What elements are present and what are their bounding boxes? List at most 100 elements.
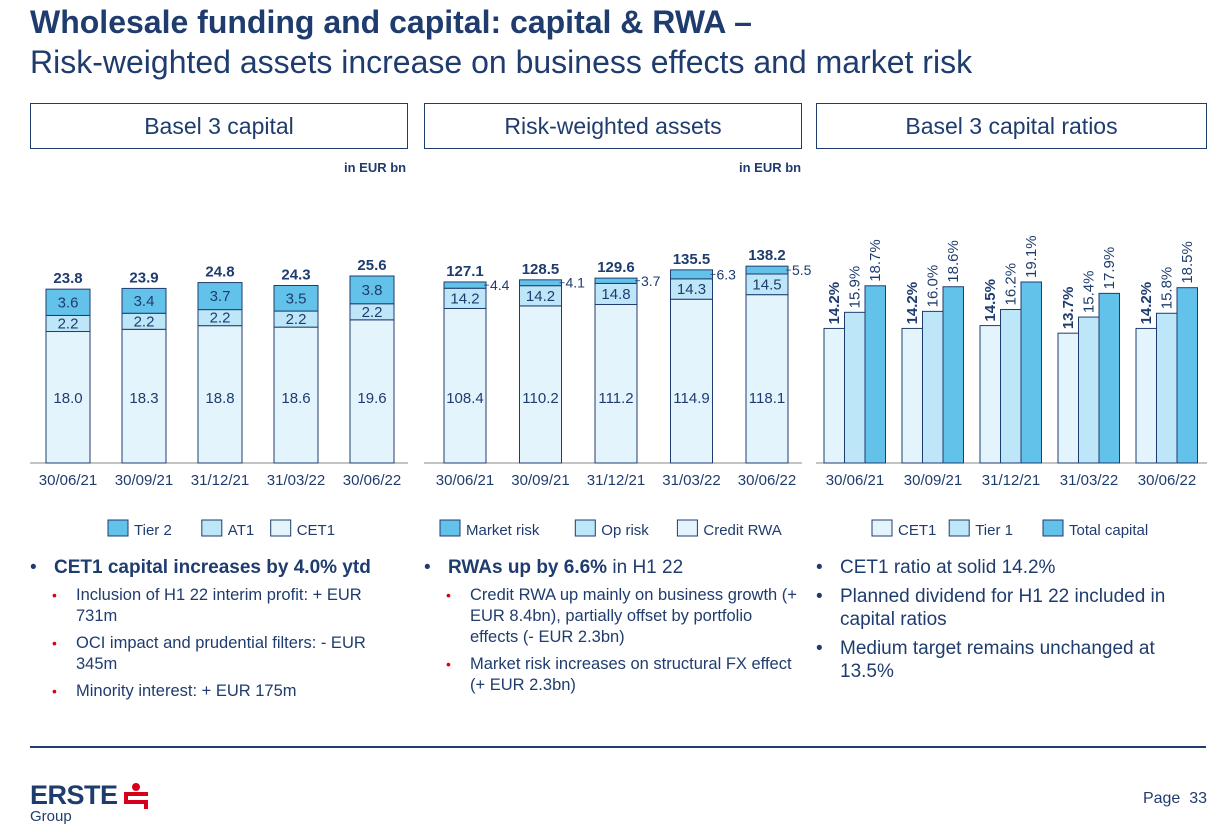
x-tick-label: 30/09/21 — [511, 472, 569, 489]
data-label: 111.2 — [598, 390, 633, 407]
bullet-sub: Inclusion of H1 22 interim profit: + EUR… — [52, 585, 400, 627]
data-label: 110.2 — [522, 390, 558, 407]
bar-total-capital — [1020, 281, 1042, 464]
bar-market-risk — [745, 265, 789, 275]
page-title: Wholesale funding and capital: capital &… — [30, 4, 752, 40]
data-label: 16.0% — [925, 265, 942, 308]
legend-swatch — [1042, 519, 1064, 537]
data-label: 14.2 — [450, 290, 479, 307]
footer-divider — [30, 746, 1206, 748]
logo-group-label: Group — [30, 808, 72, 825]
x-tick-label: 31/12/21 — [982, 472, 1040, 489]
total-label: 138.2 — [748, 247, 786, 264]
bar-credit-rwa — [519, 305, 562, 464]
bar-tier-2 — [349, 275, 395, 305]
data-label: 18.5% — [1179, 241, 1196, 284]
data-label: 14.3 — [677, 281, 706, 298]
bullets-capital: CET1 capital increases by 4.0% ytd Inclu… — [30, 556, 400, 708]
data-label: 2.2 — [210, 310, 231, 327]
bar-total-capital — [1098, 292, 1120, 464]
data-label: 2.2 — [58, 315, 79, 332]
bar-market-risk — [519, 279, 562, 287]
legend-swatch — [270, 519, 292, 537]
data-label: 4.1 — [566, 275, 586, 291]
total-label: 135.5 — [673, 251, 711, 268]
bar-tier-2 — [45, 288, 91, 316]
bar-credit-rwa — [443, 307, 487, 464]
bar-tier-1 — [1078, 316, 1100, 464]
bar-total-capital — [942, 286, 964, 464]
bar-tier-2 — [197, 282, 243, 311]
x-tick-label: 31/03/22 — [662, 472, 720, 489]
bullet-main: Planned dividend for H1 22 included in c… — [816, 585, 1196, 631]
bar-credit-rwa — [594, 303, 638, 464]
bar-tier-1 — [1000, 308, 1022, 464]
bar-cet1 — [1135, 327, 1157, 464]
total-label: 25.6 — [357, 257, 386, 274]
data-label: 19.1% — [1023, 235, 1040, 278]
data-label: 14.2% — [904, 282, 921, 325]
legend-swatch — [574, 519, 596, 537]
total-label: 23.8 — [53, 270, 82, 287]
bar-credit-rwa — [670, 298, 713, 464]
data-label: 3.7 — [641, 273, 661, 289]
x-tick-label: 30/09/21 — [115, 472, 173, 489]
legend-label: CET1 — [898, 522, 936, 539]
charts-canvas: 18.0 2.2 3.6 23.8 30/06/21 18.3 2.2 3.4 23.9 30/0… — [30, 235, 1207, 539]
bar-tier-1 — [844, 311, 866, 464]
x-tick-label: 30/06/22 — [738, 472, 796, 489]
legend-label: Market risk — [466, 522, 540, 539]
bar-tier-1 — [1156, 312, 1178, 464]
data-label: 14.8 — [601, 286, 630, 303]
bullet-main: Medium target remains unchanged at 13.5% — [816, 637, 1196, 683]
legend-label: Total capital — [1069, 522, 1148, 539]
panel-title-ratios: Basel 3 capital ratios — [816, 103, 1207, 149]
x-tick-label: 30/06/22 — [343, 472, 401, 489]
legend-label: Tier 2 — [134, 522, 172, 539]
bar-credit-rwa — [745, 294, 789, 464]
x-tick-label: 30/09/21 — [904, 472, 962, 489]
bar-cet1 — [901, 327, 923, 464]
x-tick-label: 30/06/21 — [826, 472, 884, 489]
data-label: 14.5% — [982, 279, 999, 322]
data-label: 3.4 — [134, 293, 155, 310]
data-label: 18.6 — [281, 390, 310, 407]
data-label: 5.5 — [792, 262, 812, 278]
bar-cet1 — [979, 325, 1001, 464]
data-label: 4.4 — [490, 277, 510, 293]
data-label: 108.4 — [446, 390, 484, 407]
data-label: 118.1 — [749, 390, 785, 407]
total-label: 127.1 — [446, 263, 484, 280]
data-label: 14.2 — [526, 288, 555, 305]
bullets-rwa: RWAs up by 6.6% in H1 22 Credit RWA up m… — [424, 556, 804, 702]
legend-label: CET1 — [297, 522, 335, 539]
panel-title-capital: Basel 3 capital — [30, 103, 408, 149]
legend-label: Credit RWA — [703, 522, 781, 539]
data-label: 6.3 — [717, 266, 737, 282]
x-tick-label: 31/12/21 — [191, 472, 249, 489]
legend-swatch — [948, 519, 970, 537]
data-label: 14.2% — [1138, 282, 1155, 325]
total-label: 128.5 — [522, 261, 560, 278]
bullet-sub: Market risk increases on structural FX e… — [446, 654, 804, 696]
data-label: 18.3 — [129, 390, 158, 407]
legend-label: AT1 — [228, 522, 254, 539]
bar-total-capital — [1176, 287, 1198, 464]
data-label: 18.8 — [205, 390, 234, 407]
bar-cet1 — [823, 327, 845, 464]
x-tick-label: 30/06/21 — [436, 472, 494, 489]
bar-tier-2 — [121, 287, 167, 314]
data-label: 16.2% — [1003, 263, 1020, 306]
bar-cet1 — [273, 326, 319, 464]
data-label: 15.4% — [1081, 271, 1098, 314]
total-label: 23.9 — [129, 269, 158, 286]
bar-tier-2 — [273, 284, 319, 312]
bullet-main: CET1 capital increases by 4.0% ytd — [30, 556, 400, 579]
data-label: 3.6 — [58, 294, 79, 311]
legend-swatch — [676, 519, 698, 537]
x-tick-label: 31/03/22 — [1060, 472, 1118, 489]
legend-label: Tier 1 — [975, 522, 1013, 539]
data-label: 2.2 — [286, 311, 307, 328]
bar-total-capital — [864, 285, 886, 464]
data-label: 3.7 — [210, 288, 231, 305]
